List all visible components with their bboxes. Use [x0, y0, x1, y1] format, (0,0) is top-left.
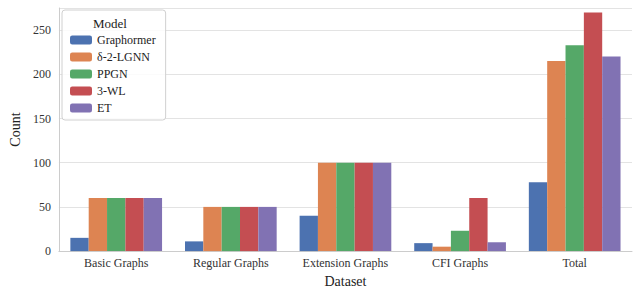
svg-text:Basic Graphs: Basic Graphs — [84, 256, 149, 270]
svg-text:0: 0 — [45, 244, 51, 258]
svg-text:ET: ET — [97, 101, 112, 115]
svg-text:PPGN: PPGN — [97, 67, 128, 81]
svg-text:Regular Graphs: Regular Graphs — [193, 256, 269, 270]
svg-text:3-WL: 3-WL — [97, 84, 126, 98]
svg-text:CFI Graphs: CFI Graphs — [432, 256, 489, 270]
svg-text:50: 50 — [39, 200, 51, 214]
svg-text:Graphormer: Graphormer — [97, 33, 156, 47]
svg-text:Model: Model — [93, 16, 127, 31]
svg-text:Total: Total — [562, 256, 587, 270]
svg-text:Count: Count — [8, 112, 23, 146]
svg-text:Extension Graphs: Extension Graphs — [303, 256, 389, 270]
svg-text:200: 200 — [33, 67, 51, 81]
svg-text:δ-2-LGNN: δ-2-LGNN — [97, 50, 150, 64]
svg-text:Dataset: Dataset — [324, 274, 366, 289]
svg-text:150: 150 — [33, 112, 51, 126]
svg-text:100: 100 — [33, 156, 51, 170]
svg-text:250: 250 — [33, 23, 51, 37]
